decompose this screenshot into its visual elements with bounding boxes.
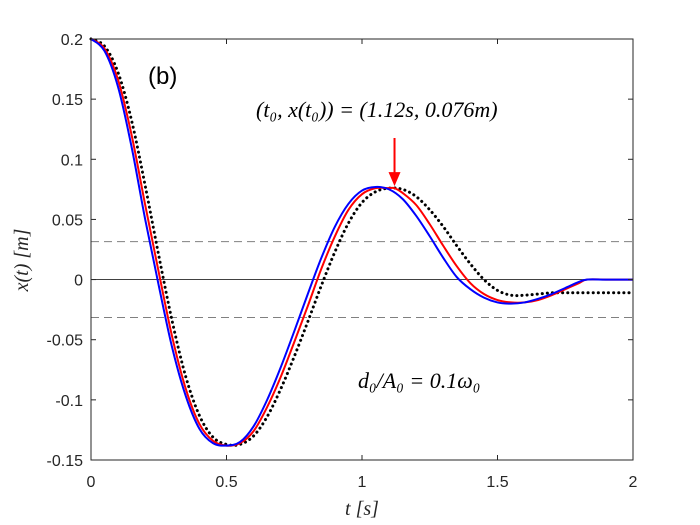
annotation-label: (t₀, x(t₀)) = (1.12s, 0.076m): [256, 97, 498, 122]
parameter-label: d₀/A₀ = 0.1ω₀: [358, 368, 480, 393]
y-axis-label: x(t) [m]: [11, 229, 33, 293]
x-tick-label: 0: [87, 474, 96, 491]
y-tick-label: 0.2: [61, 32, 83, 49]
annotation-arrow-head: [388, 172, 401, 187]
y-tick-label: 0.05: [52, 212, 83, 229]
y-tick-label: 0.15: [52, 92, 83, 109]
y-tick-label: 0: [74, 273, 83, 290]
series-line-black-dotted: [89, 37, 635, 447]
ticks-layer: 0 0.5 1 1.5 2 -0.15 -0.1 -0.05 0 0.05 0.1 0.15 0.2: [47, 32, 638, 491]
y-tick-label: -0.15: [47, 453, 84, 470]
series-layer: [89, 37, 635, 447]
axes-background: [91, 39, 633, 460]
x-axis-label: t [s]: [345, 498, 379, 520]
x-tick-label: 2: [629, 474, 638, 491]
y-tick-label: -0.1: [55, 393, 83, 410]
y-tick-label: -0.05: [47, 333, 84, 350]
x-tick-label: 1.5: [486, 474, 508, 491]
x-tick-label: 1: [358, 474, 367, 491]
panel-label: (b): [148, 63, 177, 90]
y-tick-label: 0.1: [61, 152, 83, 169]
series-line-blue: [90, 38, 633, 447]
annotation-arrow: [388, 138, 401, 187]
x-tick-label: 0.5: [215, 474, 237, 491]
